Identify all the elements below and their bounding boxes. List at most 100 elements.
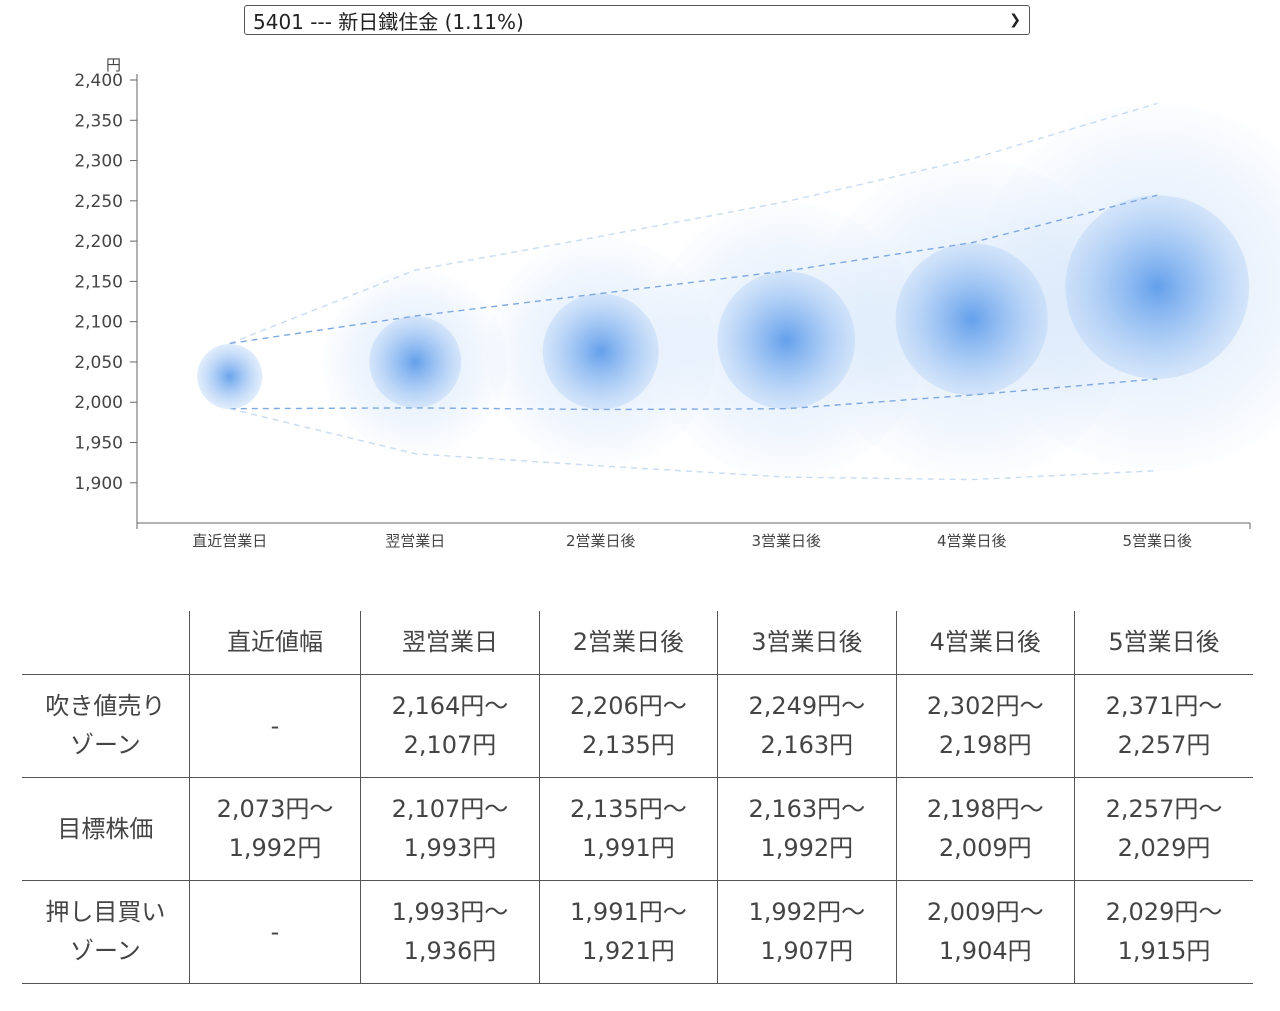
price-range-cell: 1,992円〜 1,907円 — [717, 880, 897, 984]
y-tick-label: 1,950 — [74, 434, 123, 454]
stock-select[interactable]: 5401 --- 新日鐵住金 (1.11%) ❯ — [244, 5, 1030, 35]
price-range-cell: 2,206円〜 2,135円 — [538, 674, 719, 778]
price-range-cell: 2,135円〜 1,991円 — [538, 777, 719, 881]
y-tick-label: 2,050 — [74, 353, 123, 373]
cell-line: 2,302円〜 — [926, 692, 1044, 720]
cell-line: ゾーン — [69, 937, 141, 965]
cell-line: 1,993円〜 — [391, 898, 509, 926]
column-header: 直近値幅 — [188, 611, 362, 675]
price-range-cell: 2,257円〜 2,029円 — [1073, 777, 1253, 881]
inner-bubble-5 — [1065, 195, 1250, 379]
price-range-cell: 2,164円〜 2,107円 — [360, 674, 540, 778]
y-axis-unit-label: 円 — [106, 56, 121, 74]
cell-line: 2,164円〜 — [391, 692, 509, 720]
price-range-cell: 2,073円〜 1,992円 — [188, 777, 362, 881]
cell-line: 2,107円 — [403, 731, 497, 759]
y-tick-label: 2,000 — [74, 393, 123, 413]
cell-line: 2,029円 — [1117, 834, 1211, 862]
cell-line: 1,992円 — [228, 834, 322, 862]
forecast-table: 直近値幅 翌営業日 2営業日後 3営業日後 4営業日後 5営業日後吹き値売りゾーン - 2,1… — [22, 611, 1253, 984]
header-corner-cell — [22, 611, 190, 675]
inner-bubble-0 — [197, 343, 263, 410]
price-range-cell: - — [188, 674, 362, 778]
y-tick-label: 2,200 — [74, 232, 123, 252]
cell-line: 吹き値売り — [45, 692, 166, 720]
x-tick-label: 直近営業日 — [192, 532, 267, 550]
forecast-chart: 1,900 1,950 2,000 2,050 2,100 2,150 2,200 2,250… — [74, 56, 1280, 550]
cell-line: 1,992円〜 — [748, 898, 866, 926]
cell-line: 目標株価 — [57, 814, 154, 843]
cell-line: 2,135円 — [582, 731, 675, 759]
y-tick-label: 2,250 — [74, 192, 123, 212]
price-range-cell: 1,991円〜 1,921円 — [538, 880, 719, 984]
price-range-cell: 2,198円〜 2,009円 — [895, 777, 1075, 881]
cell-line: 1,907円 — [760, 937, 854, 965]
x-tick-label: 4営業日後 — [937, 532, 1007, 550]
price-range-cell: 2,302円〜 2,198円 — [895, 674, 1075, 778]
x-tick-label: 翌営業日 — [385, 532, 445, 550]
cell-line: 2,198円〜 — [926, 795, 1044, 823]
cell-line: - — [270, 917, 280, 946]
outer-upper-line — [229, 102, 1158, 345]
cell-line: 2,163円〜 — [748, 795, 866, 823]
inner-bubble-4 — [895, 243, 1048, 396]
inner-bubble-1 — [369, 316, 462, 408]
x-tick-label: 2営業日後 — [566, 532, 636, 550]
cell-line: 2,107円〜 — [391, 795, 509, 823]
inner-lower-line — [229, 378, 1158, 411]
row-label: 吹き値売り ゾーン — [22, 674, 190, 778]
cell-line: ゾーン — [69, 731, 141, 759]
stock-select-value: 5401 --- 新日鐵住金 (1.11%) — [253, 9, 524, 34]
outer-lower-line — [229, 408, 1158, 481]
table-header-row: 直近値幅 翌営業日 2営業日後 3営業日後 4営業日後 5営業日後 — [22, 611, 1253, 675]
column-header: 2営業日後 — [538, 611, 719, 675]
y-tick-label: 2,300 — [74, 152, 123, 172]
column-header: 4営業日後 — [895, 611, 1075, 675]
price-range-cell: 2,009円〜 1,904円 — [895, 880, 1075, 984]
y-tick-label: 2,150 — [74, 272, 123, 292]
table-row: 目標株価 2,073円〜 1,992円 2,107円〜 1,993円 2,135円〜 1,9… — [22, 777, 1253, 881]
cell-line: 2,135円〜 — [570, 795, 687, 823]
row-label: 目標株価 — [22, 777, 190, 881]
cell-line: - — [270, 711, 280, 740]
price-range-cell: 1,993円〜 1,936円 — [360, 880, 540, 984]
inner-bubble-2 — [542, 293, 659, 410]
inner-bubble-3 — [717, 271, 856, 410]
cell-line: 1,936円 — [403, 937, 497, 965]
price-range-cell: 2,163円〜 1,992円 — [717, 777, 897, 881]
inner-upper-line — [229, 194, 1158, 345]
x-tick-label: 3営業日後 — [751, 532, 821, 550]
cell-line: 1,921円 — [582, 937, 675, 965]
column-header: 翌営業日 — [360, 611, 540, 675]
row-label: 押し目買い ゾーン — [22, 880, 190, 984]
cell-line: 2,206円〜 — [570, 692, 687, 720]
cell-line: 2,371円〜 — [1105, 692, 1223, 720]
cell-line: 2,249円〜 — [748, 692, 866, 720]
table-row: 吹き値売りゾーン - 2,164円〜 2,107円 2,206円〜 2,135円 2,249… — [22, 674, 1253, 778]
cell-line: 2,029円〜 — [1105, 898, 1223, 926]
price-range-cell: 2,249円〜 2,163円 — [717, 674, 897, 778]
cell-line: 2,073円〜 — [216, 795, 334, 823]
cell-line: 2,198円 — [938, 731, 1032, 759]
cell-line: 押し目買い — [45, 898, 166, 926]
cell-line: 2,009円〜 — [926, 898, 1044, 926]
price-range-cell: 2,107円〜 1,993円 — [360, 777, 540, 881]
cell-line: 1,991円〜 — [570, 898, 687, 926]
cell-line: 1,904円 — [938, 937, 1032, 965]
price-range-cell: - — [188, 880, 362, 984]
cell-line: 1,915円 — [1117, 937, 1211, 965]
cell-line: 1,992円 — [760, 834, 854, 862]
y-tick-label: 2,100 — [74, 313, 123, 333]
cell-line: 1,991円 — [582, 834, 675, 862]
cell-line: 2,163円 — [760, 731, 854, 759]
price-range-cell: 2,029円〜 1,915円 — [1073, 880, 1253, 984]
price-range-cell: 2,371円〜 2,257円 — [1073, 674, 1253, 778]
chevron-down-icon: ❯ — [1009, 12, 1021, 28]
y-tick-label: 2,350 — [74, 111, 123, 131]
column-header: 3営業日後 — [717, 611, 897, 675]
y-tick-label: 2,400 — [74, 71, 123, 91]
table-row: 押し目買いゾーン - 1,993円〜 1,936円 1,991円〜 1,921円 1,992… — [22, 880, 1253, 984]
y-tick-label: 1,900 — [74, 474, 123, 494]
x-tick-label: 5営業日後 — [1122, 532, 1192, 550]
cell-line: 2,257円 — [1117, 731, 1211, 759]
